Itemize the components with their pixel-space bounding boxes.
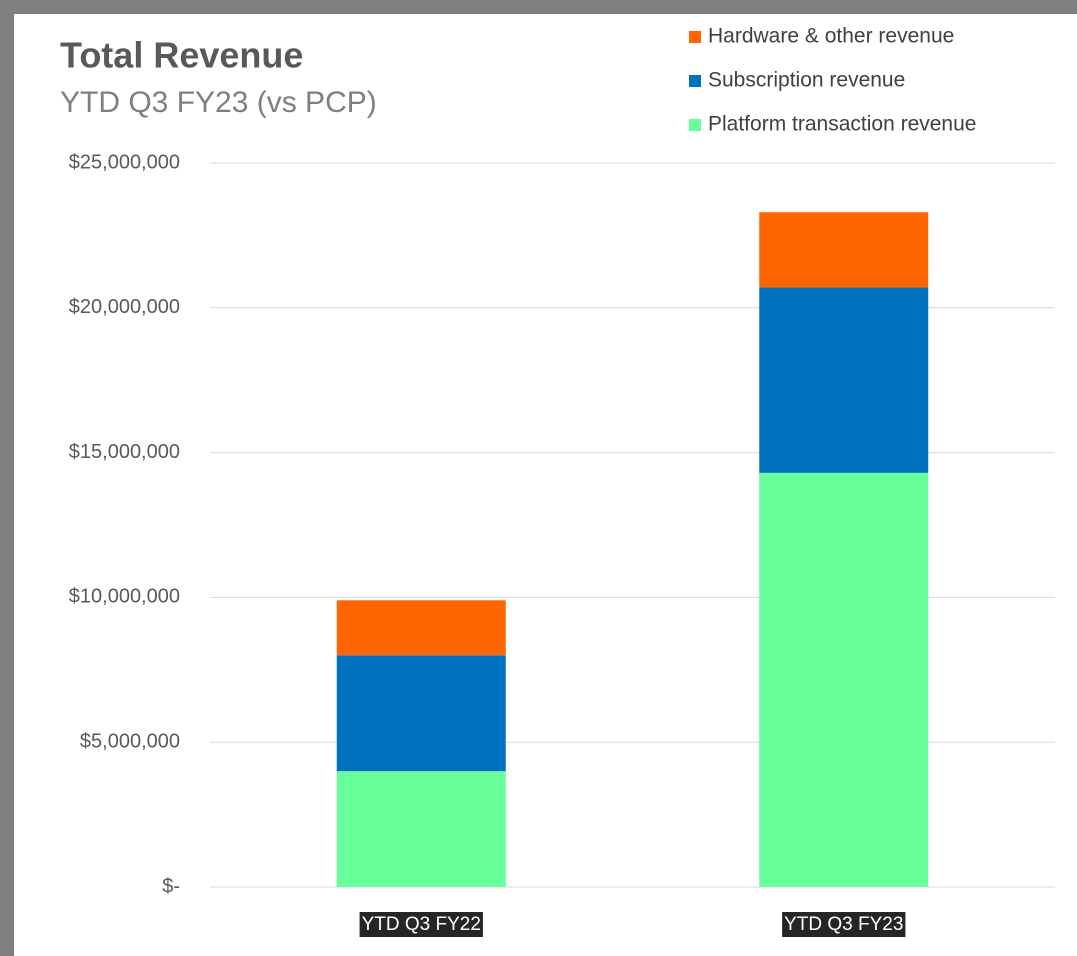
y-tick-label: $5,000,000 bbox=[80, 730, 180, 752]
x-tick-label: YTD Q3 FY22 bbox=[362, 914, 481, 935]
y-tick-label: $20,000,000 bbox=[69, 296, 180, 318]
chart-title: Total Revenue bbox=[60, 35, 303, 76]
chart-subtitle: YTD Q3 FY23 (vs PCP) bbox=[60, 86, 377, 119]
legend-label: Platform transaction revenue bbox=[708, 113, 976, 136]
legend-label: Subscription revenue bbox=[708, 69, 905, 92]
legend-swatch bbox=[689, 75, 701, 87]
x-tick-label-bg bbox=[359, 912, 483, 938]
bar-segment bbox=[759, 287, 929, 473]
bar-segment bbox=[336, 655, 506, 772]
bar-segment bbox=[759, 472, 929, 887]
bar-segment bbox=[759, 212, 929, 288]
y-tick-label: $15,000,000 bbox=[69, 441, 180, 463]
y-tick-label: $10,000,000 bbox=[69, 586, 180, 608]
legend-label: Hardware & other revenue bbox=[708, 25, 954, 48]
x-tick-label-bg bbox=[782, 912, 906, 938]
x-tick-label: YTD Q3 FY23 bbox=[784, 914, 903, 935]
bar-segment bbox=[336, 600, 506, 656]
legend-swatch bbox=[689, 119, 701, 131]
bar-segment bbox=[336, 771, 506, 887]
y-tick-label: $- bbox=[162, 875, 180, 897]
y-tick-label: $25,000,000 bbox=[69, 151, 180, 173]
legend-swatch bbox=[689, 31, 701, 43]
